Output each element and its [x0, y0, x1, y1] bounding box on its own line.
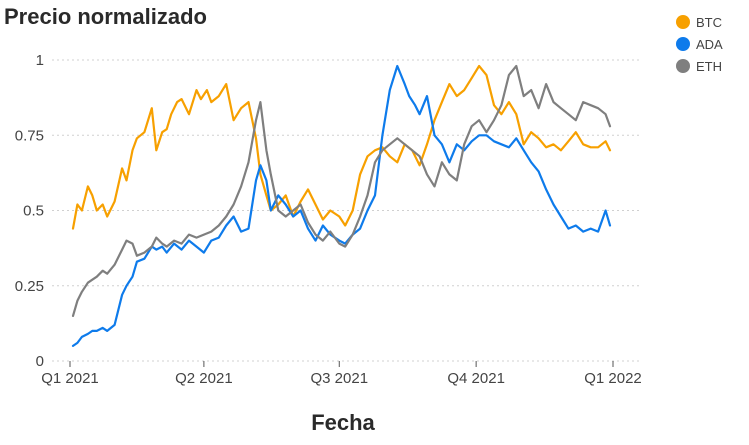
y-tick-label: 0.75 [15, 127, 44, 144]
x-tick-label: Q2 2021 [175, 370, 233, 387]
series-line-eth [71, 64, 612, 317]
y-axis-ticks: 0 0.25 0.5 0.75 1 [15, 52, 44, 370]
y-tick-label: 0.5 [23, 203, 44, 220]
legend-item-eth[interactable]: ETH [676, 59, 722, 74]
legend-marker [676, 15, 690, 29]
series-line-ada [71, 64, 612, 347]
x-tick-label: Q4 2021 [447, 370, 505, 387]
x-axis-title: Fecha [311, 410, 375, 435]
y-tick-label: 1 [36, 52, 44, 69]
legend-label: BTC [696, 15, 722, 30]
x-tick-label: Q1 2021 [41, 370, 99, 387]
x-tick-label: Q3 2021 [310, 370, 368, 387]
series-line-btc [71, 64, 612, 230]
legend-label: ADA [696, 37, 723, 52]
x-tick-label: Q1 2022 [584, 370, 642, 387]
legend[interactable]: BTC ADA ETH [676, 15, 723, 74]
legend-marker [676, 37, 690, 51]
x-axis-ticks: Q1 2021 Q2 2021 Q3 2021 Q4 2021 Q1 2022 [41, 361, 642, 387]
grid [52, 59, 640, 362]
y-tick-label: 0 [36, 353, 44, 370]
legend-item-ada[interactable]: ADA [676, 37, 723, 52]
chart-title: Precio normalizado [4, 4, 207, 29]
y-tick-label: 0.25 [15, 278, 44, 295]
legend-label: ETH [696, 59, 722, 74]
legend-marker [676, 59, 690, 73]
series-lines [71, 64, 612, 347]
legend-item-btc[interactable]: BTC [676, 15, 722, 30]
